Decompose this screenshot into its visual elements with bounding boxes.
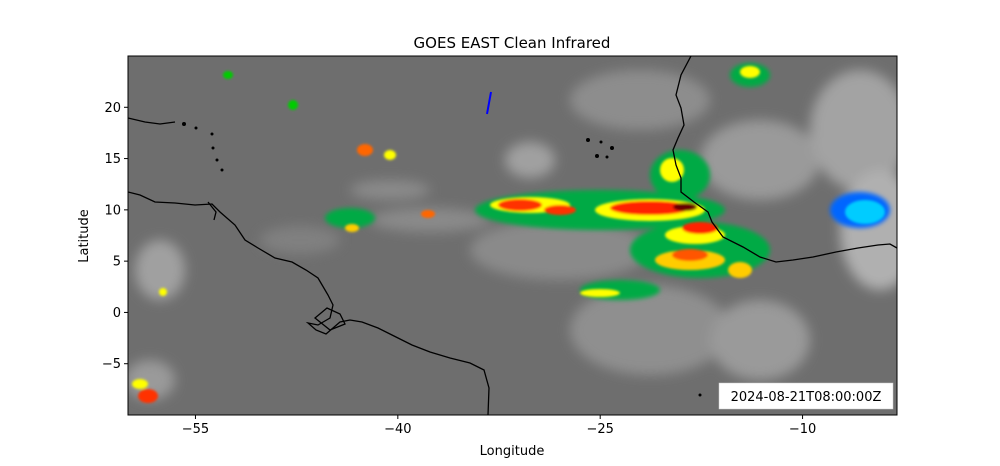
y-tick-label: 10 [104,203,121,218]
x-tick-label: −55 [182,422,209,437]
y-tick-label: 15 [104,152,121,167]
cloud-fields [128,70,897,400]
y-tick-label: 20 [104,101,121,116]
y-axis-label: Latitude [77,209,92,263]
y-tick-label: 5 [113,255,121,270]
x-tick-label: −40 [384,422,411,437]
timestamp-box [718,382,894,410]
timestamp-label: 2024-08-21T08:00:00Z [731,390,882,405]
x-tick-label: −25 [586,422,613,437]
y-axis: 20 15 10 5 0 −5 [102,101,128,372]
chart-title: GOES EAST Clean Infrared [414,34,611,52]
islands [182,122,702,397]
y-tick-label: −5 [102,357,121,372]
x-axis: −55 −40 −25 −10 [182,415,816,437]
marker-line [486,91,492,115]
plot-frame [127,55,898,416]
storm-cells [132,63,890,403]
x-axis-label: Longitude [480,444,545,459]
x-tick-label: −10 [789,422,816,437]
y-tick-label: 0 [113,306,121,321]
satellite-image: 2024-08-21T08:00:00Z [128,56,897,415]
coastlines [128,56,897,415]
